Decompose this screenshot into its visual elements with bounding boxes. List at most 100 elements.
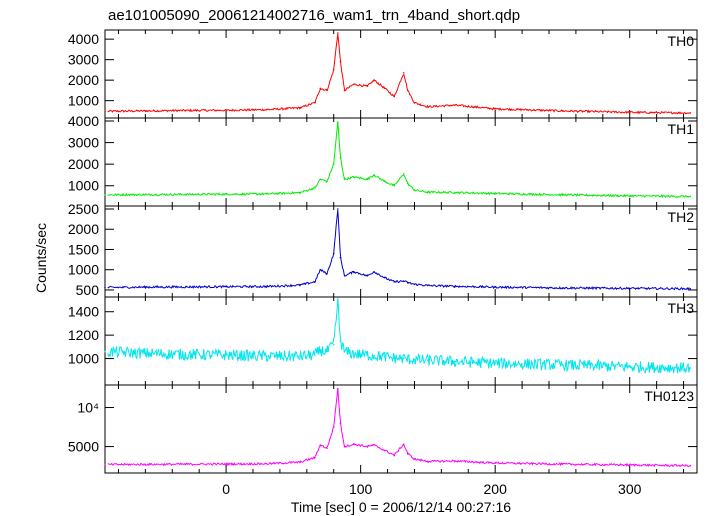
data-point-th0123 (336, 387, 339, 390)
data-point-th1 (299, 191, 301, 194)
data-point-th1 (314, 187, 316, 189)
y-tick-label: 1000 (68, 351, 99, 367)
data-point-th2 (427, 284, 429, 287)
data-point-th2 (373, 270, 375, 273)
panel-label-th0: TH0 (668, 33, 695, 49)
data-point-th2 (144, 286, 147, 288)
data-point-th0123 (353, 443, 355, 446)
data-point-th0123 (265, 462, 268, 465)
data-point-th1 (144, 193, 147, 196)
data-point-th1 (366, 178, 369, 181)
data-point-th1 (406, 182, 409, 185)
data-point-th3 (494, 362, 496, 365)
data-point-th2 (184, 286, 187, 288)
data-point-th3 (406, 358, 409, 360)
data-point-th0 (494, 108, 496, 110)
data-point-th2 (339, 256, 342, 259)
data-point-th2 (384, 277, 386, 279)
data-point-th0 (427, 106, 429, 108)
data-point-th2 (343, 274, 346, 277)
x-axis-title: Time [sec] 0 = 2006/12/14 00:27:16 (291, 499, 511, 515)
y-tick-label: 1000 (68, 93, 99, 109)
data-point-th0 (413, 101, 416, 104)
data-point-th3 (184, 353, 187, 356)
series-line-th2 (107, 209, 690, 291)
panel-label-th1: TH1 (668, 121, 695, 137)
data-point-th1 (339, 156, 342, 159)
data-point-th1 (494, 192, 496, 195)
data-point-th0123 (343, 445, 346, 448)
data-point-th2 (561, 287, 564, 289)
series-line-th0 (107, 33, 690, 115)
data-point-th0 (225, 109, 227, 112)
data-point-th2 (225, 285, 227, 288)
data-point-th3 (319, 349, 322, 352)
data-point-th1 (332, 163, 335, 165)
data-point-th2 (689, 287, 692, 290)
data-point-th1 (454, 191, 456, 194)
data-point-th2 (406, 281, 409, 284)
data-point-th1 (225, 193, 227, 195)
data-point-th3 (339, 340, 342, 342)
data-point-th0 (144, 110, 147, 112)
data-point-th0123 (402, 443, 405, 446)
data-point-th1 (184, 193, 187, 196)
data-point-th3 (366, 354, 369, 356)
data-point-th3 (299, 355, 301, 358)
data-point-th0123 (144, 463, 147, 466)
data-point-th0 (265, 108, 268, 111)
data-point-th0123 (314, 456, 316, 459)
data-point-th3 (413, 358, 416, 361)
y-tick-label: 1200 (68, 327, 99, 343)
data-point-th2 (336, 208, 339, 210)
data-point-th3 (454, 360, 456, 363)
data-point-th2 (393, 281, 396, 283)
data-point-th2 (402, 280, 405, 282)
data-point-th2 (628, 287, 631, 290)
data-point-th0123 (628, 464, 631, 466)
data-point-th3 (314, 354, 316, 356)
data-point-th1 (336, 121, 339, 123)
data-point-th3 (402, 357, 405, 360)
data-point-th0 (402, 72, 405, 74)
data-point-th3 (343, 350, 346, 353)
y-tick-label: 4000 (68, 113, 99, 129)
data-point-th0123 (184, 463, 187, 466)
data-point-th0123 (366, 445, 369, 448)
data-point-th2 (104, 286, 106, 289)
data-point-th1 (353, 176, 355, 178)
data-point-th0 (393, 95, 396, 98)
y-tick-label: 3000 (68, 52, 99, 68)
data-point-th0 (299, 107, 301, 109)
data-point-th2 (454, 285, 456, 288)
data-point-th0123 (494, 462, 496, 464)
data-point-th1 (413, 189, 416, 191)
panel-label-th2: TH2 (668, 209, 695, 225)
panel-label-th3: TH3 (668, 300, 695, 316)
data-point-th0 (353, 83, 355, 86)
panel-frame-th3 (104, 296, 698, 386)
data-point-th0123 (561, 463, 564, 465)
data-point-th3 (384, 356, 386, 358)
data-point-th2 (265, 285, 268, 288)
data-point-th3 (561, 364, 564, 366)
data-point-th1 (373, 174, 375, 176)
data-point-th0 (561, 110, 564, 112)
data-point-th0123 (373, 444, 375, 446)
x-tick-label: 200 (484, 481, 508, 497)
y-tick-label: 4000 (68, 31, 99, 47)
panel-frame-th1 (104, 117, 698, 207)
y-tick-label: 1000 (68, 178, 99, 194)
x-tick-label: 100 (349, 481, 373, 497)
data-point-th2 (494, 286, 496, 288)
data-point-th0 (373, 79, 375, 81)
data-point-th1 (689, 195, 692, 198)
data-point-th0123 (319, 444, 322, 446)
chart-title: ae101005090_20061214002716_wam1_trn_4ban… (108, 7, 520, 24)
data-point-th3 (427, 359, 429, 362)
y-tick-label: 5000 (68, 439, 99, 455)
data-point-th3 (393, 357, 396, 359)
y-tick-label: 1500 (68, 241, 99, 257)
data-point-th0 (104, 110, 106, 113)
